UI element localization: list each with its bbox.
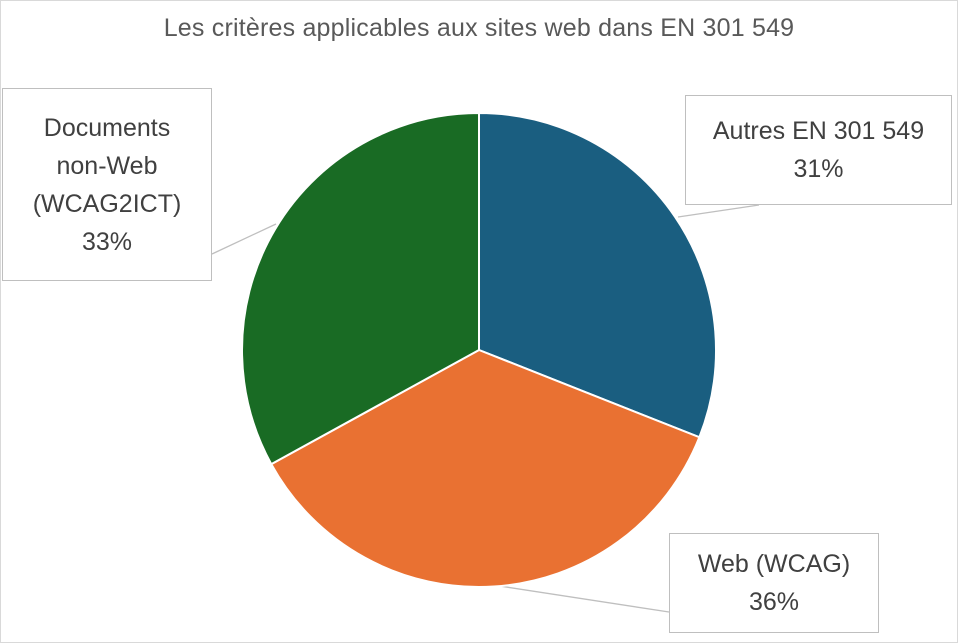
- data-label-value: 33%: [81, 227, 133, 256]
- pie-slice-autres-en-301-549: [478, 111, 717, 439]
- data-label-value: 31%: [793, 155, 844, 183]
- data-label-category: non-Web: [56, 151, 158, 180]
- leader-line: [211, 223, 277, 255]
- data-label-autres-en-301-549: Autres EN 301 549 31%: [685, 95, 952, 205]
- chart-title: Les critères applicables aux sites web d…: [163, 14, 795, 42]
- pie-slices: [241, 111, 717, 588]
- data-label-documents-non-web: Documents non-Web (WCAG2ICT) 33%: [2, 88, 212, 281]
- data-label-category: (WCAG2ICT): [32, 189, 182, 218]
- pie-slice-web-wcag: [269, 348, 701, 588]
- leader-line: [677, 204, 760, 218]
- data-label-value: 36%: [748, 588, 800, 616]
- data-label-web-wcag: Web (WCAG) 36%: [669, 533, 879, 633]
- pie-slice-documents-non-web-wcag2ict: [241, 111, 480, 466]
- data-label-category: Web (WCAG): [697, 550, 851, 578]
- leader-lines: [211, 204, 760, 613]
- leader-line: [492, 584, 670, 613]
- data-label-category: Autres EN 301 549: [712, 117, 925, 145]
- data-label-category: Documents: [43, 113, 171, 142]
